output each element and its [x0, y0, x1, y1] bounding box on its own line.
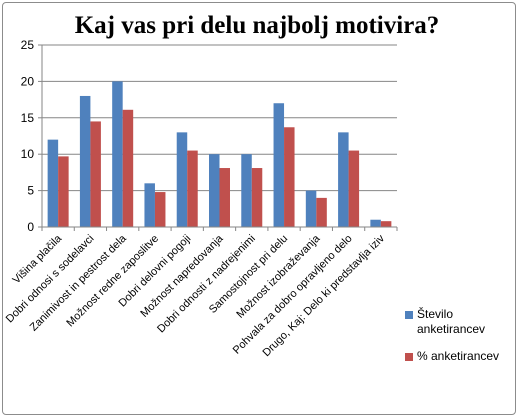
bar	[273, 103, 285, 227]
legend-label: % anketirancev	[417, 349, 499, 363]
legend-swatch	[405, 311, 413, 319]
y-tick-label: 20	[21, 74, 35, 88]
bar	[47, 139, 59, 227]
legend-swatch	[405, 353, 413, 361]
bar	[112, 81, 123, 228]
bar	[79, 95, 91, 228]
y-tick-label: 5	[27, 184, 34, 198]
bar	[58, 156, 69, 227]
bar	[348, 150, 360, 227]
x-tick-label: Pohvala za dobro opravljeno delo	[231, 233, 355, 357]
bars	[47, 81, 392, 228]
bar	[90, 121, 101, 227]
chart-title: Kaj vas pri delu najbolj motivira?	[74, 12, 440, 39]
bar	[241, 154, 252, 227]
bar	[316, 197, 327, 227]
bar	[144, 183, 155, 227]
bar	[209, 154, 220, 227]
axes	[41, 45, 398, 231]
legend: Število anketirancev % anketirancev	[405, 306, 499, 363]
y-tick-label: 25	[21, 38, 35, 52]
bar	[370, 219, 381, 227]
bar	[305, 190, 317, 227]
y-tick-label: 0	[27, 220, 34, 234]
y-tick-label: 10	[21, 147, 35, 161]
bar	[219, 168, 230, 227]
bar	[251, 168, 263, 227]
bar	[122, 109, 134, 227]
bar	[176, 132, 188, 227]
legend-label: Število anketirancev	[417, 306, 485, 336]
bar	[154, 192, 166, 227]
bar	[380, 221, 392, 227]
bar	[187, 150, 198, 227]
bar	[284, 127, 295, 227]
bar	[338, 132, 349, 227]
y-tick-label: 15	[21, 111, 35, 125]
y-axis-ticks: 0 5 10 15 20 25	[21, 38, 42, 234]
